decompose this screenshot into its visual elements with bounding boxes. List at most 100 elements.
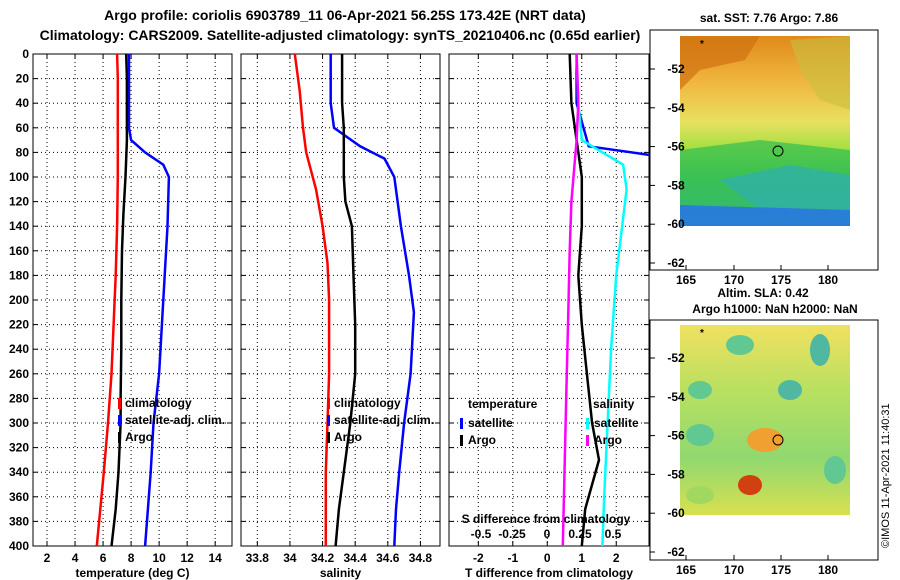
- map-y-tick-label: -54: [667, 101, 685, 115]
- y-tick-label: 180: [9, 268, 29, 282]
- s-difference-tick-label: 0.5: [605, 527, 622, 541]
- legend-swatch: [118, 415, 121, 426]
- plot-frame: [32, 53, 233, 547]
- y-tick-label: 140: [9, 219, 29, 233]
- sla-land-mark: *: [700, 328, 704, 339]
- x-tick-label: 6: [100, 551, 107, 565]
- y-tick-label: 380: [9, 514, 29, 528]
- figure-title-line1: Argo profile: coriolis 6903789_11 06-Apr…: [104, 7, 586, 23]
- y-tick-label: 360: [9, 490, 29, 504]
- y-tick-label: 100: [9, 170, 29, 184]
- x-tick-label: 34.2: [311, 551, 335, 565]
- y-tick-label: 120: [9, 195, 29, 209]
- legend-label: Argo: [468, 433, 496, 447]
- y-tick-label: 160: [9, 244, 29, 258]
- sst-cold-patch: [720, 165, 850, 215]
- legend-title-temperature: temperature: [468, 397, 538, 411]
- x-axis-label: temperature (deg C): [75, 566, 189, 580]
- map-x-tick-label: 165: [676, 273, 696, 287]
- legend-label: satellite: [468, 416, 513, 430]
- x-tick-label: 34.6: [376, 551, 400, 565]
- difference-panel: -2 -1 0 1 2T difference from climatology temp…: [448, 53, 650, 580]
- map-y-tick-label: -58: [667, 178, 685, 192]
- legend-swatch: [118, 398, 121, 409]
- series-line-argo: [334, 54, 357, 547]
- sla-eddy-1: [726, 335, 754, 355]
- x-tick-label: 34.4: [344, 551, 368, 565]
- map-y-tick-label: -52: [667, 351, 685, 365]
- s-difference-tick-label: 0: [544, 527, 551, 541]
- map-y-tick-label: -62: [667, 256, 685, 270]
- temperature-panel: 2 4 6 8 10 12 14 temperature (deg C) 0 20 40 60 80 10…: [9, 47, 233, 580]
- x-axis-label: salinity: [320, 566, 362, 580]
- legend-swatch: [118, 432, 121, 443]
- y-tick-label: 340: [9, 465, 29, 479]
- sst-land-mark: *: [700, 39, 704, 50]
- x-tick-label: -1: [507, 551, 518, 565]
- y-tick-label: 240: [9, 342, 29, 356]
- map-y-tick-label: -52: [667, 62, 685, 76]
- legend-swatch: [586, 435, 589, 446]
- map-x-tick-label: 180: [818, 273, 838, 287]
- sla-eddy-6: [824, 456, 846, 484]
- y-tick-label: 0: [22, 47, 29, 61]
- legend-label: climatology: [334, 396, 401, 410]
- series-line-t-satellite: [575, 54, 650, 157]
- x-tick-label: 1: [578, 551, 585, 565]
- y-tick-label: 40: [16, 96, 30, 110]
- sla-map-subtitle: Argo h1000: NaN h2000: NaN: [692, 302, 857, 316]
- legend-label: satellite-adj. clim.: [334, 413, 434, 427]
- plot-frame: [240, 53, 441, 547]
- x-tick-label: 34: [283, 551, 297, 565]
- map-y-tick-label: -58: [667, 467, 685, 481]
- sla-eddy-7: [686, 486, 714, 504]
- sla-eddy-2: [810, 334, 830, 366]
- sst-map-title: sat. SST: 7.76 Argo: 7.86: [700, 11, 839, 25]
- legend-swatch: [327, 415, 330, 426]
- sla-map-axes: 165 170 175 180 -52 -54 -56 -58 -60 -62: [649, 319, 879, 577]
- sst-map-axes: 165 170 175 180 -52 -54 -56 -58 -60 -62: [649, 29, 879, 287]
- series-line-satellite-adj-clim-: [329, 54, 416, 547]
- legend-title-salinity: salinity: [593, 397, 635, 411]
- sst-map: *: [680, 36, 850, 226]
- y-tick-label: 20: [16, 72, 30, 86]
- sla-eddy-3: [688, 381, 712, 399]
- series-line-s-argo: [561, 53, 580, 547]
- legend-swatch: [460, 418, 463, 429]
- x-tick-label: 14: [209, 551, 223, 565]
- y-tick-label: 220: [9, 318, 29, 332]
- series-line-climatology: [95, 53, 120, 547]
- legend-label: Argo: [334, 430, 362, 444]
- s-difference-tick-label: -0.25: [498, 527, 526, 541]
- map-y-tick-label: -54: [667, 390, 685, 404]
- s-difference-axis-label: S difference from climatology: [462, 512, 631, 526]
- sla-map: *: [680, 325, 850, 515]
- y-tick-label: 300: [9, 416, 29, 430]
- y-tick-label: 400: [9, 539, 29, 553]
- x-tick-label: 4: [72, 551, 79, 565]
- map-x-tick-label: 180: [818, 563, 838, 577]
- s-difference-tick-label: -0.5: [471, 527, 492, 541]
- map-y-tick-label: -56: [667, 140, 685, 154]
- series-line-satellite-adj-clim-: [127, 54, 171, 547]
- figure-title-line2: Climatology: CARS2009. Satellite-adjuste…: [40, 27, 641, 43]
- sla-eddy-4: [778, 380, 802, 400]
- y-tick-label: 200: [9, 293, 29, 307]
- legend-label: Argo: [594, 433, 622, 447]
- map-x-tick-label: 175: [771, 563, 791, 577]
- y-tick-label: 60: [16, 121, 30, 135]
- map-y-tick-label: -60: [667, 217, 685, 231]
- legend-swatch: [327, 432, 330, 443]
- legend-label: satellite: [594, 416, 639, 430]
- x-tick-label: 10: [152, 551, 166, 565]
- y-tick-label: 320: [9, 441, 29, 455]
- sla-argo-location: [772, 434, 784, 446]
- sla-eddy-5: [686, 424, 714, 446]
- series-line-s-satellite: [575, 53, 628, 547]
- map-y-tick-label: -56: [667, 429, 685, 443]
- legend-swatch: [327, 398, 330, 409]
- x-tick-label: 2: [613, 551, 620, 565]
- sst-argo-location: [772, 145, 784, 157]
- y-tick-label: 80: [16, 145, 30, 159]
- map-frame: [649, 319, 879, 561]
